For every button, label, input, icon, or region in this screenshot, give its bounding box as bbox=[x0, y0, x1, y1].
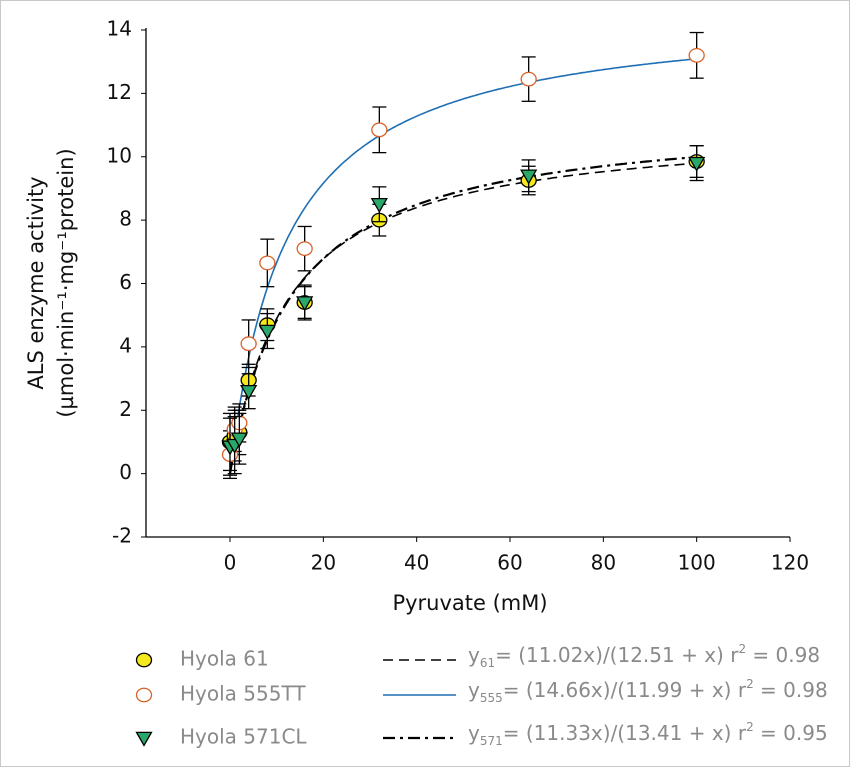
marker bbox=[296, 241, 313, 257]
marker bbox=[370, 198, 388, 214]
eq-subscript: 61 bbox=[480, 656, 495, 670]
marker bbox=[688, 47, 705, 63]
x-tick-label: 60 bbox=[497, 551, 522, 575]
y-tick-label: 0 bbox=[119, 460, 132, 484]
eq-subscript: 555 bbox=[480, 691, 503, 705]
y-tick-label: 2 bbox=[119, 397, 132, 421]
eq-superscript: 2 bbox=[746, 677, 754, 691]
y-tick-label: 6 bbox=[119, 270, 132, 294]
eq-body: = (14.66x)/(11.99 + x) r bbox=[503, 678, 747, 702]
y-tick-label: 14 bbox=[107, 17, 132, 41]
legend-label: Hyola 571CL bbox=[180, 725, 307, 749]
marker bbox=[230, 432, 248, 448]
marker bbox=[296, 296, 314, 312]
marker bbox=[240, 384, 258, 401]
x-tick-label: 20 bbox=[311, 551, 336, 575]
eq-superscript: 2 bbox=[746, 720, 754, 734]
eq-tail: = 0.98 bbox=[754, 678, 828, 702]
x-tick-label: 120 bbox=[771, 551, 809, 575]
y-tick-label: 12 bbox=[107, 80, 132, 104]
legend-label: Hyola 61 bbox=[180, 647, 269, 671]
fit-curve bbox=[229, 58, 697, 474]
marker bbox=[688, 156, 706, 172]
marker bbox=[258, 324, 276, 340]
marker bbox=[135, 687, 153, 703]
marker bbox=[259, 255, 276, 271]
marker bbox=[520, 169, 538, 185]
legend-equation: y61= (11.02x)/(12.51 + x) r2 = 0.98 bbox=[468, 642, 820, 670]
y-tick-label: 10 bbox=[107, 143, 132, 167]
eq-superscript: 2 bbox=[738, 642, 746, 656]
y-tick-label: 4 bbox=[119, 333, 132, 357]
eq-subscript: 571 bbox=[480, 734, 503, 748]
y-tick-label: -2 bbox=[112, 524, 132, 548]
marker bbox=[135, 731, 153, 747]
y-axis-label: (µmol·min⁻¹·mg⁻¹protein) bbox=[54, 148, 78, 417]
x-tick-label: 0 bbox=[224, 551, 237, 575]
eq-y: y bbox=[468, 678, 480, 702]
marker bbox=[520, 71, 537, 87]
eq-y: y bbox=[468, 643, 480, 667]
y-axis-label: ALS enzyme activity bbox=[24, 176, 48, 389]
eq-body: = (11.02x)/(12.51 + x) r bbox=[495, 643, 739, 667]
eq-tail: = 0.95 bbox=[754, 721, 828, 745]
legend-label: Hyola 555TT bbox=[180, 682, 306, 706]
marker bbox=[135, 652, 153, 668]
fit-curve bbox=[229, 162, 697, 474]
eq-body: = (11.33x)/(13.41 + x) r bbox=[503, 721, 747, 745]
marker bbox=[371, 122, 388, 138]
y-tick-label: 8 bbox=[119, 207, 132, 231]
legend-equation: y555= (14.66x)/(11.99 + x) r2 = 0.98 bbox=[468, 677, 828, 705]
legend-equation: y571= (11.33x)/(13.41 + x) r2 = 0.95 bbox=[468, 720, 828, 748]
marker bbox=[240, 336, 257, 352]
fit-curve bbox=[228, 156, 697, 474]
x-tick-label: 80 bbox=[591, 551, 616, 575]
x-tick-label: 40 bbox=[404, 551, 429, 575]
x-axis-label: Pyruvate (mM) bbox=[392, 591, 547, 615]
eq-y: y bbox=[468, 721, 480, 745]
eq-tail: = 0.98 bbox=[746, 643, 820, 667]
x-tick-label: 100 bbox=[678, 551, 716, 575]
